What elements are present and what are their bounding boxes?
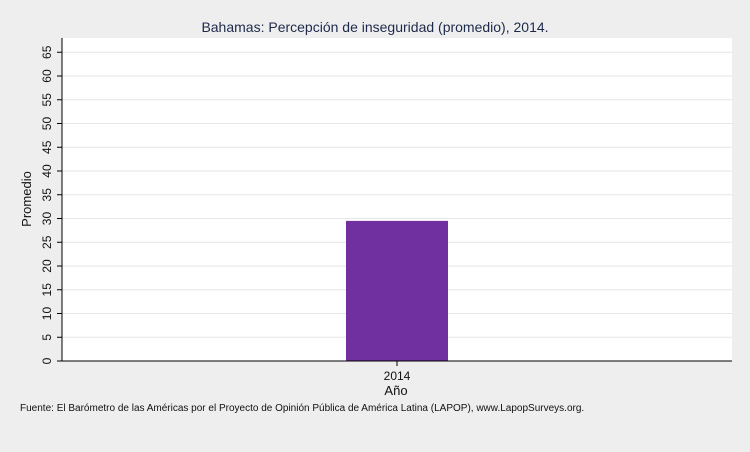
y-tick-label: 55 — [40, 93, 54, 107]
y-axis-title: Promedio — [19, 171, 34, 227]
y-tick-label: 60 — [40, 69, 54, 83]
y-tick-label: 50 — [40, 117, 54, 131]
x-axis-title: Año — [384, 383, 407, 398]
y-tick-label: 5 — [40, 334, 54, 341]
y-tick-label: 30 — [40, 212, 54, 226]
y-tick-label: 65 — [40, 45, 54, 59]
y-tick-label: 10 — [40, 307, 54, 321]
chart-title: Bahamas: Percepción de inseguridad (prom… — [201, 19, 548, 35]
bars — [346, 220, 448, 361]
y-tick-label: 25 — [40, 235, 54, 249]
y-tick-label: 40 — [40, 164, 54, 178]
y-tick-label: 35 — [40, 188, 54, 202]
x-tick-label: 2014 — [384, 369, 411, 383]
x-ticks: 2014 — [384, 361, 411, 383]
bar-2014 — [346, 220, 448, 361]
y-tick-label: 45 — [40, 140, 54, 154]
y-tick-label: 15 — [40, 283, 54, 297]
y-ticks: 0 5 10 15 20 25 30 35 40 45 50 55 60 65 — [40, 45, 62, 364]
source-note: Fuente: El Barómetro de las Américas por… — [20, 403, 584, 414]
y-tick-label: 20 — [40, 259, 54, 273]
y-tick-label: 0 — [40, 357, 54, 364]
